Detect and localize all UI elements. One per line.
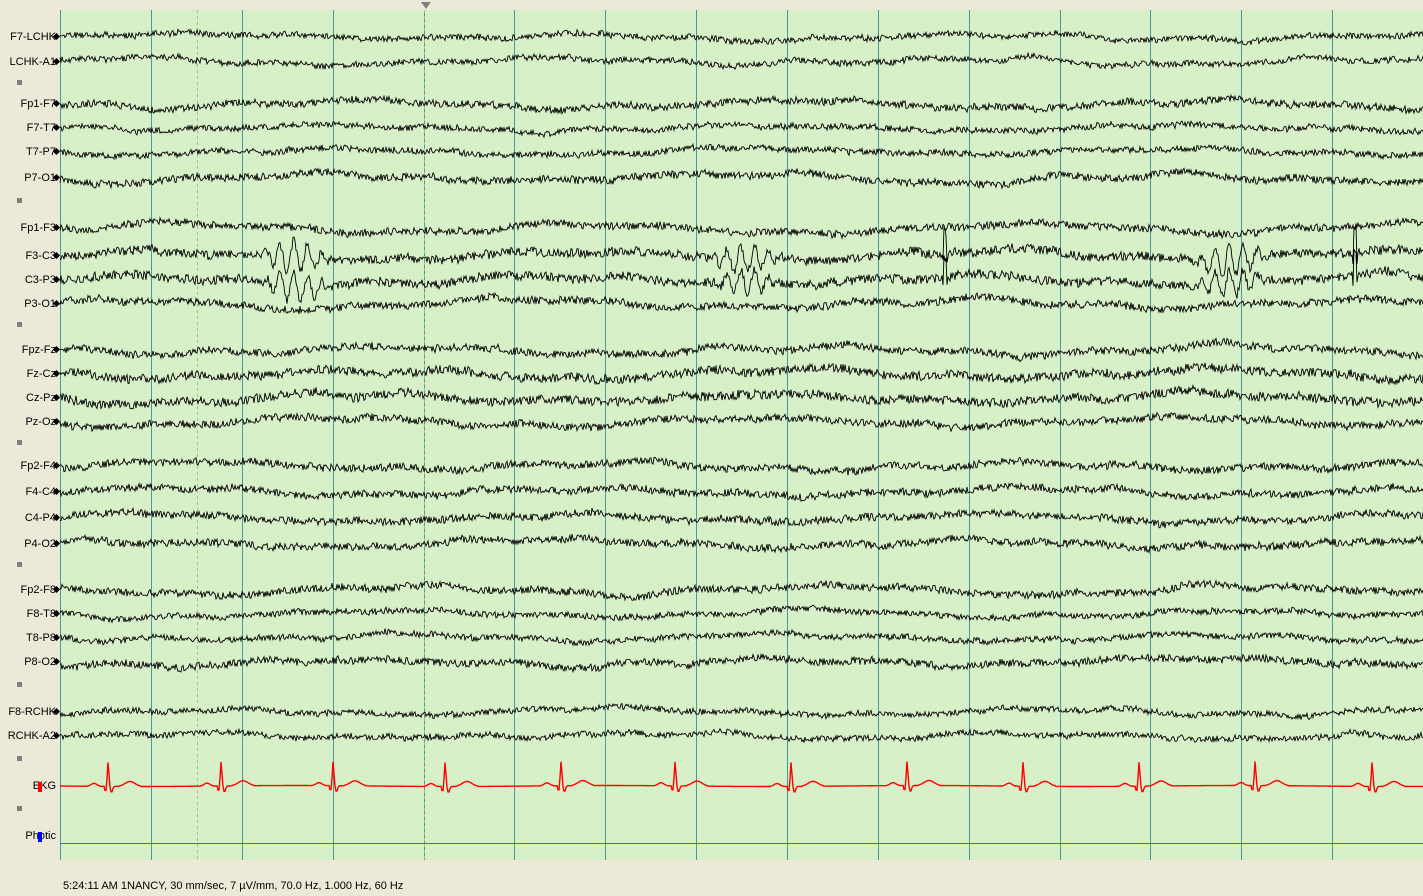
group-separator-icon: [17, 682, 22, 687]
channel-label[interactable]: C4-P4: [25, 512, 56, 524]
status-bar: 5:24:11 AM 1NANCY, 30 mm/sec, 7 µV/mm, 7…: [63, 880, 403, 892]
channel-marker-icon: [38, 832, 42, 842]
channel-label[interactable]: Fp2-F8: [21, 584, 56, 596]
channel-label[interactable]: C3-P3: [25, 274, 56, 286]
photic-baseline: [60, 843, 1423, 844]
group-separator-icon: [17, 562, 22, 567]
channel-label[interactable]: Fpz-Fz: [22, 344, 56, 356]
group-separator-icon: [17, 198, 22, 203]
group-separator-icon: [17, 440, 22, 445]
channel-label[interactable]: Fp1-F7: [21, 98, 56, 110]
group-separator-icon: [17, 322, 22, 327]
channel-label[interactable]: Fz-Cz: [27, 368, 56, 380]
channel-label[interactable]: F8-RCHK: [8, 706, 56, 718]
channel-label[interactable]: Pz-Oz: [25, 416, 56, 428]
group-separator-icon: [17, 756, 22, 761]
channel-label[interactable]: Fp1-F3: [21, 222, 56, 234]
ekg-trace: [60, 756, 1423, 816]
group-separator-icon: [17, 806, 22, 811]
group-separator-icon: [17, 80, 22, 85]
status-text: 5:24:11 AM 1NANCY, 30 mm/sec, 7 µV/mm, 7…: [63, 880, 403, 892]
channel-label[interactable]: Cz-Pz: [26, 392, 56, 404]
channel-label[interactable]: F3-C3: [25, 250, 56, 262]
channel-label[interactable]: RCHK-A2: [8, 730, 56, 742]
channel-label[interactable]: LCHK-A1: [10, 56, 56, 68]
channel-label[interactable]: F7-T7: [27, 122, 56, 134]
channel-marker-icon: [38, 782, 42, 792]
channel-label[interactable]: T8-P8: [26, 632, 56, 644]
channel-label[interactable]: EKG: [33, 780, 56, 792]
channel-label[interactable]: Fp2-F4: [21, 460, 56, 472]
channel-label[interactable]: F7-LCHK: [10, 31, 56, 43]
channel-label[interactable]: F8-T8: [27, 608, 56, 620]
channel-label[interactable]: P7-O1: [24, 172, 56, 184]
channel-label[interactable]: P8-O2: [24, 656, 56, 668]
channel-label[interactable]: T7-P7: [26, 146, 56, 158]
channel-label-column: F7-LCHK LCHK-A1 Fp1-F7 F7-T7 T7-P7 P7-O1 Fp1-F…: [0, 0, 60, 896]
channel-label[interactable]: P3-O1: [24, 298, 56, 310]
channel-label[interactable]: F4-C4: [25, 486, 56, 498]
channel-label[interactable]: P4-O2: [24, 538, 56, 550]
